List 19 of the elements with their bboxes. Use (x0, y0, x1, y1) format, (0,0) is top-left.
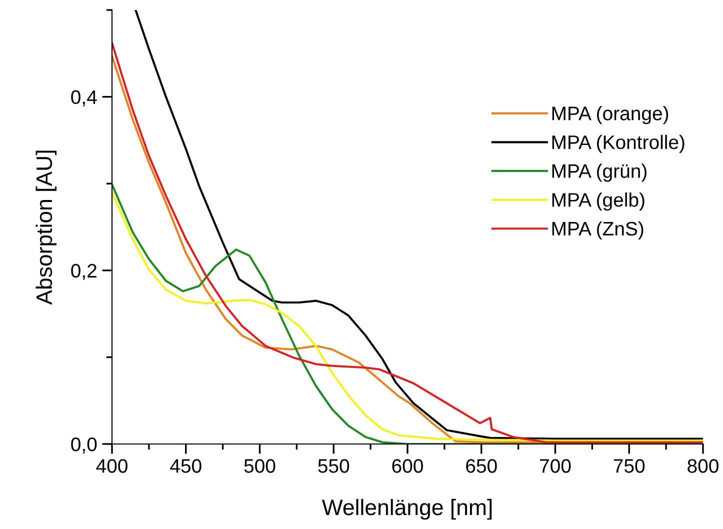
x-tick-label: 500 (244, 459, 276, 473)
legend-label: MPA (orange) (552, 106, 668, 124)
x-tick-label: 750 (614, 459, 645, 473)
y-tick-label: 0,4 (71, 90, 97, 106)
y-tick-label: 0,0 (71, 437, 97, 454)
x-tick-label: 450 (170, 459, 202, 473)
legend-label: MPA (grün) (552, 164, 646, 182)
x-axis-title: Wellenlänge [nm] (322, 498, 492, 520)
x-tick-label: 650 (466, 459, 497, 473)
x-tick-label: 700 (540, 459, 571, 473)
legend-label: MPA (Kontrolle) (552, 134, 684, 153)
legend-label: MPA (gelb) (552, 192, 644, 211)
y-tick-label: 0,2 (71, 264, 96, 280)
legend-label: MPA (ZnS) (552, 221, 644, 240)
x-tick-label: 600 (392, 459, 423, 473)
x-tick-label: 550 (318, 459, 350, 473)
y-axis-title: Absorption [AU] (36, 150, 56, 305)
x-tick-label: 400 (96, 459, 128, 473)
x-tick-label: 800 (688, 459, 718, 473)
